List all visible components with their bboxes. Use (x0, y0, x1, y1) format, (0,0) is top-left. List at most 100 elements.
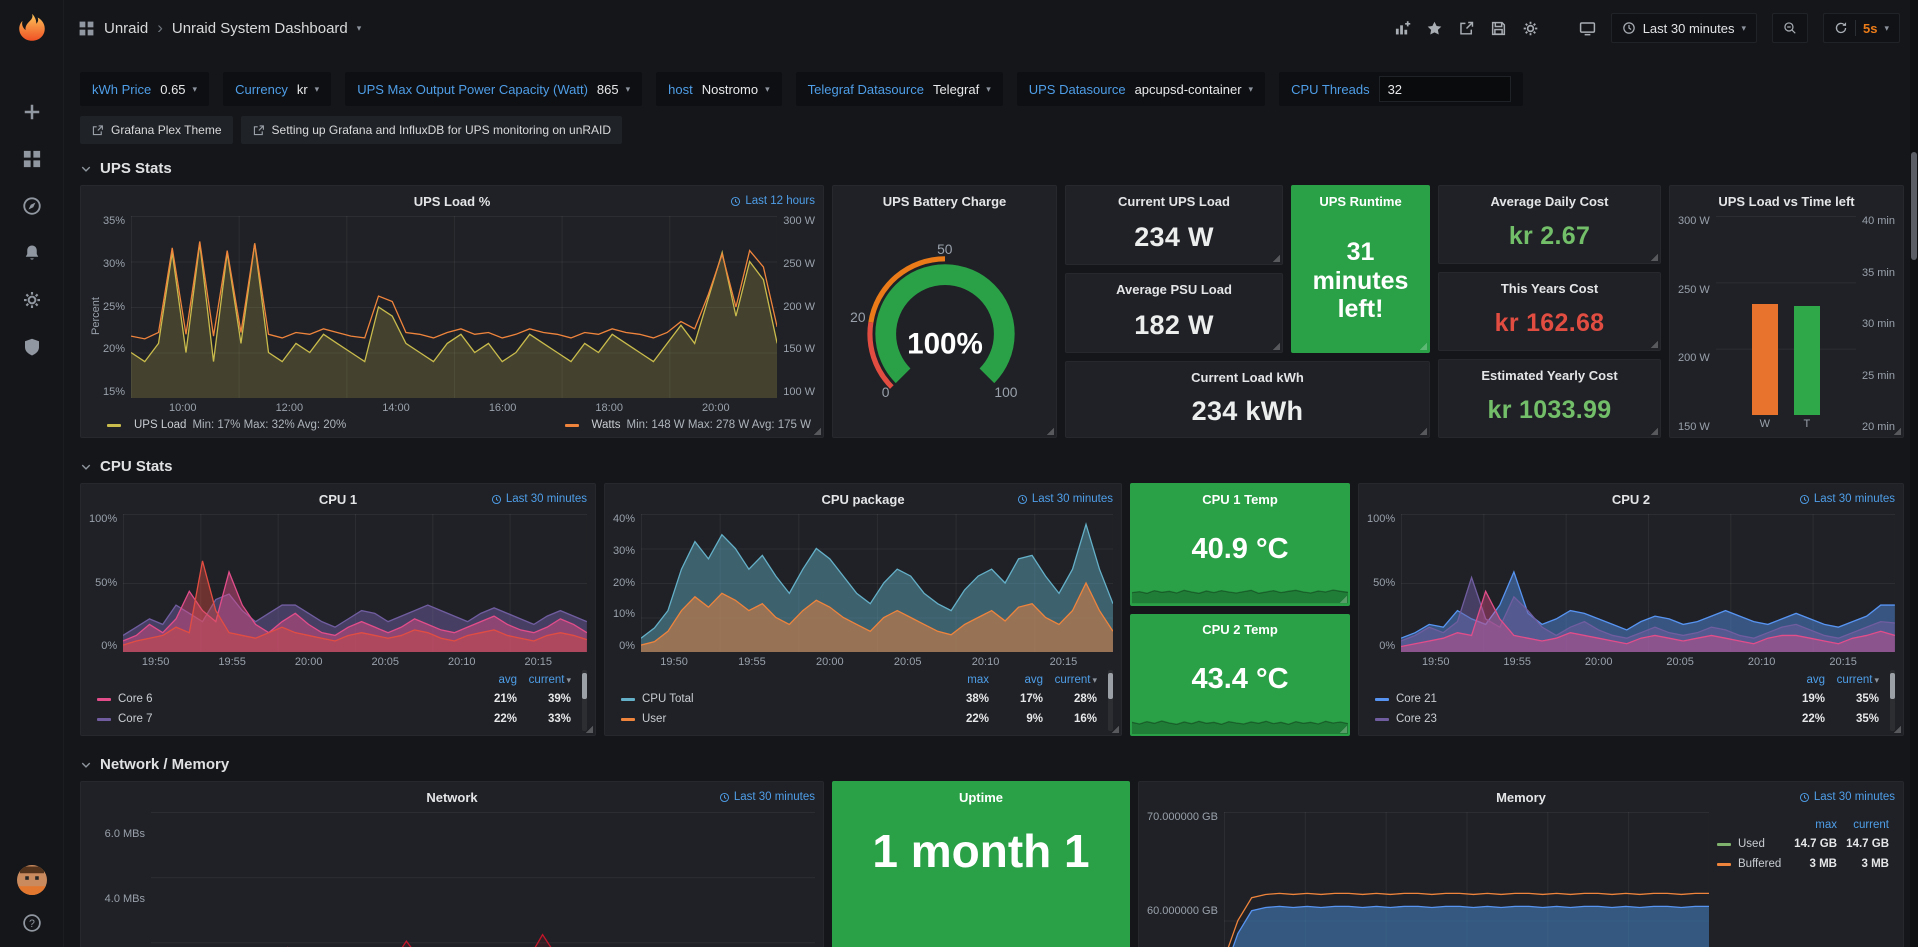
clock-icon (1799, 494, 1810, 505)
legend-series-name[interactable]: Core 21 (1396, 693, 1437, 705)
variable-value-dropdown[interactable]: 865 ▾ (596, 81, 631, 97)
memory-chart[interactable] (1223, 812, 1709, 947)
explore-compass-icon[interactable] (22, 196, 42, 216)
legend-column-header[interactable]: current ▾ (1836, 674, 1879, 686)
panel-title[interactable]: Current UPS Load (1118, 193, 1230, 209)
legend-column-header[interactable]: current ▾ (528, 674, 571, 686)
alerting-bell-icon[interactable] (22, 243, 42, 263)
legend-column-header[interactable]: max (967, 674, 989, 686)
variable-cpu-threads: CPU Threads 32 (1279, 72, 1523, 106)
legend-column-header[interactable]: avg (498, 674, 517, 686)
link-ups-monitoring-guide[interactable]: Setting up Grafana and InfluxDB for UPS … (240, 116, 623, 144)
tick-label: 300 W (783, 215, 815, 227)
link-grafana-plex-theme[interactable]: Grafana Plex Theme (80, 116, 233, 144)
refresh-interval-label[interactable]: 5s (1863, 20, 1878, 36)
panel-title[interactable]: This Years Cost (1500, 280, 1599, 296)
cpu-package-chart[interactable] (641, 514, 1113, 652)
legend-column-header[interactable]: current (1853, 819, 1889, 831)
legend-item-ups-load[interactable]: UPS Load Min: 17% Max: 32% Avg: 20% (107, 419, 346, 431)
legend-table: avg current ▾ Core 21 19% 35% Core 23 22% 35% (1367, 670, 1895, 731)
section-cpu-stats[interactable]: CPU Stats (80, 458, 1904, 475)
legend-series-name[interactable]: User (642, 713, 667, 725)
panel-title[interactable]: Current Load kWh (1191, 369, 1304, 385)
tick-label: 0% (101, 640, 118, 652)
panel-title[interactable]: CPU 2 (1611, 491, 1651, 507)
panel-title[interactable]: UPS Battery Charge (882, 193, 1007, 209)
variable-value-dropdown[interactable]: kr ▾ (296, 81, 320, 97)
legend-column-header[interactable]: max (1815, 819, 1837, 831)
panel-title[interactable]: CPU package (821, 491, 905, 507)
legend-scrollbar[interactable] (582, 670, 587, 731)
panel-title[interactable]: UPS Runtime (1319, 193, 1402, 209)
cpu1-chart[interactable] (123, 514, 587, 652)
user-avatar[interactable] (17, 865, 47, 895)
legend-scrollbar-thumb[interactable] (582, 673, 587, 699)
variable-value-dropdown[interactable]: 0.65 ▾ (160, 81, 198, 97)
panel-title[interactable]: CPU 1 (318, 491, 358, 507)
dashboard-title[interactable]: Unraid System Dashboard (171, 19, 348, 37)
variable-value-dropdown[interactable]: apcupsd-container ▾ (1134, 81, 1254, 97)
legend-scrollbar[interactable] (1890, 670, 1895, 731)
scrollbar-thumb[interactable] (1911, 152, 1917, 260)
panel-title[interactable]: UPS Load % (413, 193, 491, 209)
panel-title[interactable]: Memory (1496, 789, 1546, 805)
page-scrollbar[interactable] (1910, 0, 1918, 947)
legend-scrollbar-thumb[interactable] (1890, 673, 1895, 699)
legend-series-name[interactable]: Buffered (1738, 858, 1782, 870)
panel-title[interactable]: Uptime (958, 789, 1004, 805)
cpu-threads-input[interactable]: 32 (1378, 76, 1511, 102)
variable-value-dropdown[interactable]: Telegraf ▾ (932, 81, 991, 97)
breadcrumb-folder[interactable]: Unraid (104, 19, 149, 37)
bar-W[interactable] (1751, 303, 1778, 415)
section-network-memory[interactable]: Network / Memory (80, 756, 1904, 773)
dashboards-grid-icon[interactable] (22, 149, 42, 169)
configuration-gear-icon[interactable] (22, 290, 42, 310)
series-area (1132, 590, 1348, 604)
panel-title[interactable]: Average PSU Load (1116, 281, 1232, 297)
legend-scrollbar-thumb[interactable] (1108, 673, 1113, 699)
network-chart[interactable] (151, 812, 815, 947)
caret-down-icon[interactable]: ▾ (356, 22, 362, 33)
cpu2-chart[interactable] (1401, 514, 1895, 652)
kiosk-mode-button[interactable] (1579, 20, 1596, 37)
bar-T[interactable] (1793, 305, 1820, 415)
panel-title[interactable]: UPS Load vs Time left (1718, 193, 1855, 209)
legend-column-header[interactable]: avg (1806, 674, 1825, 686)
add-panel-button[interactable] (1394, 20, 1411, 37)
zoom-out-icon (1783, 21, 1797, 35)
legend-series-name[interactable]: Core 7 (118, 713, 153, 725)
panel-title[interactable]: Estimated Yearly Cost (1481, 367, 1618, 383)
share-dashboard-button[interactable] (1458, 20, 1475, 37)
legend-series-name[interactable]: Used (1738, 838, 1765, 850)
legend-header: avg current ▾ (1375, 671, 1887, 689)
section-ups-stats[interactable]: UPS Stats (80, 160, 1904, 177)
ups-bar-chart[interactable] (1715, 216, 1856, 415)
help-question-icon[interactable] (22, 913, 42, 933)
refresh-button[interactable]: 5s ▾ (1823, 13, 1900, 43)
panel-title[interactable]: CPU 1 Temp (1202, 491, 1278, 507)
panel-title[interactable]: CPU 2 Temp (1202, 622, 1278, 637)
series-color-dash (1375, 697, 1389, 701)
grafana-logo[interactable] (15, 0, 49, 56)
time-range-picker[interactable]: Last 30 minutes ▾ (1610, 13, 1757, 43)
server-admin-shield-icon[interactable] (22, 337, 42, 357)
star-dashboard-button[interactable] (1426, 20, 1443, 37)
tick-label: 0% (1379, 640, 1396, 652)
variable-value-dropdown[interactable]: Nostromo ▾ (701, 81, 770, 97)
zoom-out-button[interactable] (1772, 13, 1808, 43)
legend-series-name[interactable]: Core 23 (1396, 713, 1437, 725)
legend-value: 28% (1073, 693, 1097, 705)
save-dashboard-button[interactable] (1490, 20, 1507, 37)
legend-item-watts[interactable]: Watts Min: 148 W Max: 278 W Avg: 175 W (564, 419, 811, 431)
legend-column-header[interactable]: avg (1024, 674, 1043, 686)
refresh-icon (1834, 21, 1848, 35)
legend-column-header[interactable]: current ▾ (1054, 674, 1097, 686)
create-plus-icon[interactable] (22, 102, 42, 122)
ups-load-chart[interactable] (131, 216, 778, 398)
legend-scrollbar[interactable] (1108, 670, 1113, 731)
dashboard-settings-button[interactable] (1522, 20, 1539, 37)
panel-title[interactable]: Average Daily Cost (1490, 193, 1609, 209)
legend-series-name[interactable]: Core 6 (118, 693, 153, 705)
panel-title[interactable]: Network (426, 789, 478, 805)
legend-series-name[interactable]: CPU Total (642, 693, 694, 705)
